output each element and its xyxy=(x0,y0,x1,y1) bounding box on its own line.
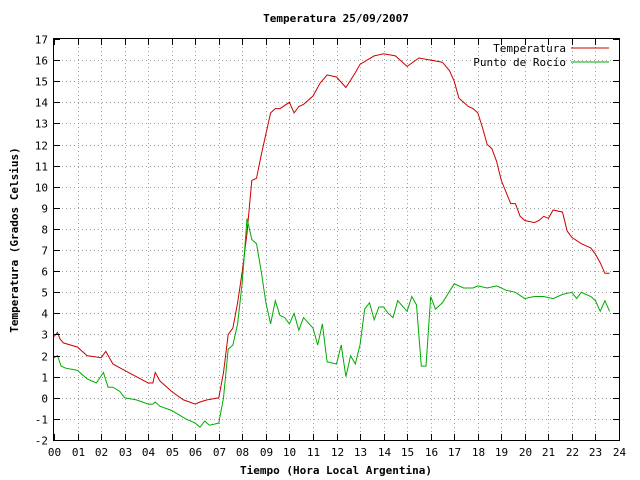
x-tick-label: 08 xyxy=(236,446,249,459)
series-line-temperatura xyxy=(53,53,610,405)
y-tick-label: 11 xyxy=(35,161,48,174)
x-tick-label: 10 xyxy=(283,446,296,459)
y-tick-label: 9 xyxy=(41,203,48,216)
plot-frame xyxy=(53,38,620,441)
x-tick-label: 19 xyxy=(495,446,508,459)
y-tick-label: 5 xyxy=(41,287,48,300)
y-tick-label: -1 xyxy=(35,414,48,427)
y-tick-label: 1 xyxy=(41,372,48,385)
y-tick-label: 4 xyxy=(41,308,48,321)
x-tick-label: 22 xyxy=(566,446,579,459)
x-tick-label: 02 xyxy=(95,446,108,459)
y-axis-label: Temperatura (Grados Celsius) xyxy=(8,147,21,332)
legend-label: Punto de Rocío xyxy=(473,56,566,69)
x-tick-label: 05 xyxy=(166,446,179,459)
x-tick-label: 24 xyxy=(613,446,627,459)
y-tick-label: 14 xyxy=(35,97,49,110)
x-tick-label: 21 xyxy=(542,446,555,459)
x-tick-label: 18 xyxy=(472,446,485,459)
x-tick-label: 04 xyxy=(142,446,156,459)
legend-label: Temperatura xyxy=(493,42,566,55)
y-tick-label: 2 xyxy=(41,351,48,364)
y-tick-label: 10 xyxy=(35,182,48,195)
x-tick-label: 13 xyxy=(354,446,367,459)
y-tick-label: 0 xyxy=(41,393,48,406)
y-tick-label: 17 xyxy=(35,34,48,47)
x-axis-label: Tiempo (Hora Local Argentina) xyxy=(240,464,432,477)
x-tick-label: 12 xyxy=(331,446,344,459)
x-tick-label: 15 xyxy=(401,446,414,459)
x-tick-label: 01 xyxy=(72,446,85,459)
y-tick-label: 13 xyxy=(35,118,48,131)
x-tick-label: 07 xyxy=(213,446,226,459)
x-tick-label: 14 xyxy=(378,446,392,459)
y-tick-label: 7 xyxy=(41,245,48,258)
y-tick-label: 8 xyxy=(41,224,48,237)
x-tick-label: 06 xyxy=(189,446,202,459)
x-tick-label: 03 xyxy=(119,446,132,459)
x-tick-label: 09 xyxy=(260,446,273,459)
y-tick-label: -2 xyxy=(35,435,48,448)
y-tick-label: 16 xyxy=(35,55,48,68)
series-line-punto-de-rocio xyxy=(53,218,611,429)
x-tick-label: 23 xyxy=(589,446,602,459)
y-tick-label: 6 xyxy=(41,266,48,279)
grid-lines xyxy=(54,39,619,440)
y-tick-label: 15 xyxy=(35,76,48,89)
x-tick-label: 00 xyxy=(48,446,61,459)
series-layer xyxy=(53,53,611,429)
y-tick-label: 3 xyxy=(41,329,48,342)
y-tick-label: 12 xyxy=(35,140,48,153)
x-tick-label: 11 xyxy=(307,446,320,459)
x-tick-label: 17 xyxy=(448,446,461,459)
x-tick-label: 16 xyxy=(425,446,438,459)
chart-title: Temperatura 25/09/2007 xyxy=(263,12,409,25)
x-tick-label: 20 xyxy=(519,446,532,459)
